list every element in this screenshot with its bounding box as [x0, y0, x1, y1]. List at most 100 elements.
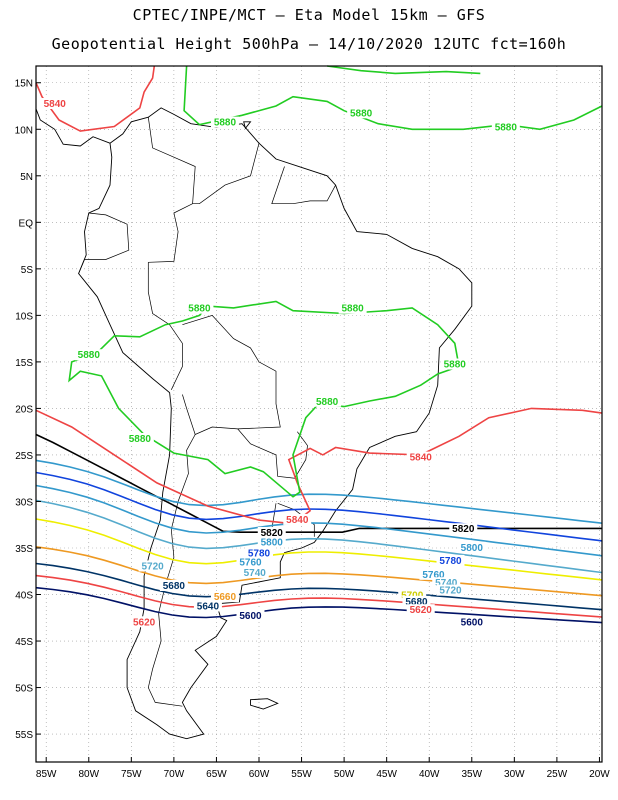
axis-ticks: 15N 10N 5N EQ 5S 10S 15S 20S 25S 30S 35S 40S 45S 50S 5… — [15, 79, 611, 780]
contour-label: 5680 — [163, 581, 186, 592]
contour-label: 5600 — [239, 611, 262, 622]
country-border — [182, 314, 281, 435]
contour-label: 5820 — [261, 528, 284, 539]
lon-tick-label: 70W — [164, 769, 185, 780]
lon-tick-label: 55W — [291, 769, 312, 780]
contour-label: 5880 — [316, 397, 339, 408]
contour-5760 — [35, 484, 603, 557]
height-contours — [35, 65, 603, 624]
country-border — [147, 262, 183, 390]
lon-tick-label: 85W — [36, 769, 57, 780]
contour-5880-interior — [68, 300, 460, 498]
contour-5800 — [35, 459, 603, 524]
contour-5880-north-2 — [326, 65, 481, 75]
contour-5740 — [35, 499, 603, 574]
lon-tick-label: 45W — [376, 769, 397, 780]
lat-tick-label: EQ — [19, 218, 34, 229]
contour-label: 5880 — [495, 122, 518, 133]
contour-label-bg — [457, 541, 486, 553]
contour-label-bg — [210, 116, 239, 128]
lat-tick-label: 35S — [15, 544, 33, 555]
contour-label-bg — [159, 580, 188, 591]
lat-tick-label: 40S — [15, 591, 33, 602]
lat-tick-label: 50S — [15, 684, 33, 695]
lat-tick-label: 15S — [15, 358, 33, 369]
contour-5720 — [35, 518, 603, 581]
country-border — [78, 212, 130, 274]
contour-label: 5880 — [214, 118, 237, 129]
contour-label-bg — [436, 584, 465, 596]
contour-label-bg — [419, 568, 448, 580]
contour-label: 5660 — [214, 592, 237, 603]
contour-5840-south — [35, 407, 603, 525]
contour-5600 — [35, 586, 603, 624]
contour-label: 5720 — [439, 586, 462, 597]
contour-label: 5880 — [341, 304, 364, 315]
south-america-outline — [78, 107, 473, 740]
map-frame — [35, 65, 603, 763]
contour-label: 5880 — [188, 304, 211, 315]
contour-label-bg — [338, 302, 367, 314]
title-line-1: CPTEC/INPE/MCT – Eta Model 15km – GFS — [132, 6, 486, 24]
contour-label-bg — [457, 616, 486, 628]
contour-labels: 5840 5880 5880 5880 5880 5880 5880 5880 5880 5880… — [40, 98, 520, 628]
contour-label-bg — [436, 554, 465, 566]
contour-label-bg — [491, 121, 520, 133]
contour-label: 5760 — [239, 558, 262, 569]
contour-label-bg — [432, 577, 461, 589]
contour-label-bg — [313, 395, 342, 407]
contour-5880-north — [183, 65, 603, 131]
lon-tick-label: 20W — [589, 769, 610, 780]
contour-label-bg — [283, 513, 312, 525]
contour-label-bg — [257, 536, 286, 548]
contour-label: 5800 — [461, 543, 484, 554]
lat-tick-label: 25S — [15, 451, 33, 462]
lon-tick-label: 35W — [461, 769, 482, 780]
contour-label-bg — [347, 107, 376, 119]
contour-label-bg — [402, 595, 431, 607]
contour-label: 5620 — [410, 605, 433, 616]
contour-label-bg — [125, 432, 154, 444]
lat-tick-label: 45S — [15, 637, 33, 648]
contour-5780 — [35, 471, 603, 542]
contour-label-bg — [210, 591, 239, 603]
contour-label-bg — [406, 451, 435, 463]
contour-5680 — [35, 562, 603, 611]
lat-tick-label: 5N — [20, 172, 33, 183]
contour-label-bg — [185, 302, 214, 314]
contour-label: 5600 — [461, 617, 484, 628]
continent-outlines — [35, 107, 473, 740]
lat-tick-label: 10S — [15, 311, 33, 322]
contour-label: 5880 — [350, 108, 373, 119]
contour-label-bg — [244, 547, 273, 559]
lat-tick-label: 5S — [21, 265, 34, 276]
contour-label: 5880 — [78, 350, 101, 361]
lat-tick-label: 55S — [15, 730, 33, 741]
contour-label-bg — [193, 600, 222, 612]
lon-tick-label: 60W — [249, 769, 270, 780]
contour-label: 5820 — [452, 524, 475, 535]
contour-label-bg — [257, 526, 286, 538]
contour-label: 5880 — [129, 434, 152, 445]
contour-label: 5840 — [286, 515, 309, 526]
lat-tick-label: 15N — [15, 79, 33, 90]
contour-label: 5680 — [405, 597, 428, 608]
country-border — [147, 117, 196, 263]
lon-tick-label: 65W — [206, 769, 227, 780]
lon-tick-label: 80W — [78, 769, 99, 780]
lon-tick-label: 40W — [419, 769, 440, 780]
country-border — [192, 143, 260, 205]
lat-tick-label: 30S — [15, 497, 33, 508]
contour-label-bg — [236, 556, 265, 568]
lon-tick-label: 25W — [547, 769, 568, 780]
contour-label: 5800 — [261, 537, 284, 548]
lon-tick-label: 30W — [504, 769, 525, 780]
contour-label-bg — [74, 349, 103, 361]
lon-tick-label: 50W — [334, 769, 355, 780]
falklands-outline — [250, 698, 279, 710]
trinidad-outline — [243, 121, 252, 130]
central-america-outline — [35, 108, 111, 147]
contour-5820 — [35, 433, 602, 533]
lat-lon-grid — [36, 66, 602, 762]
